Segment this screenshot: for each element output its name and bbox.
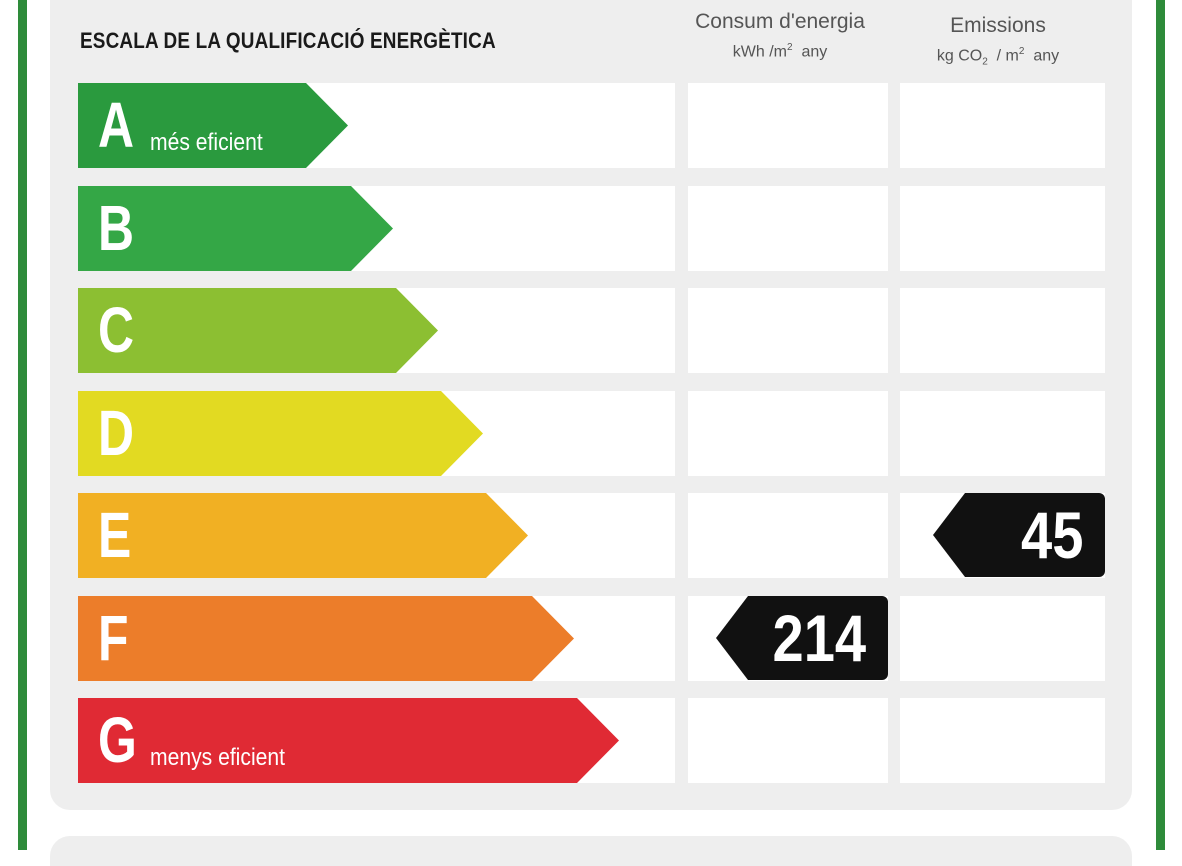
band-letter: D — [98, 397, 135, 469]
energy-column-title: Consum d'energia — [695, 10, 865, 33]
emissions-cell — [900, 698, 1105, 783]
emissions-column-title: Emissions — [950, 14, 1046, 37]
emissions-cell — [900, 186, 1105, 271]
emissions-rating-marker: 45 — [933, 493, 1105, 577]
band-letter: A — [98, 89, 135, 161]
band-c: C — [78, 288, 438, 373]
band-e: E — [78, 493, 528, 578]
band-letter: B — [98, 192, 135, 264]
emissions-cell — [900, 83, 1105, 168]
band-letter: F — [98, 602, 129, 674]
frame-left-border — [18, 0, 27, 850]
energy-cell — [688, 493, 888, 578]
emissions-cell — [900, 391, 1105, 476]
energy-rating-value: 214 — [772, 601, 866, 675]
emissions-rating-value: 45 — [1020, 498, 1083, 572]
energy-column-unit: kWh /m2 any — [732, 42, 828, 61]
band-label: més eficient — [150, 129, 263, 156]
frame-right-border — [1156, 0, 1165, 850]
energy-cell — [688, 186, 888, 271]
energy-rating-marker: 214 — [716, 596, 888, 680]
band-b: B — [78, 186, 393, 271]
energy-cell — [688, 83, 888, 168]
band-letter: G — [98, 704, 137, 776]
lower-panel — [50, 836, 1132, 866]
emissions-cell — [900, 288, 1105, 373]
emissions-column-unit: kg CO2 / m2 any — [936, 46, 1060, 68]
band-f: F — [78, 596, 574, 681]
band-d: D — [78, 391, 483, 476]
scale-title: ESCALA DE LA QUALIFICACIÓ ENERGÈTICA — [80, 28, 496, 53]
energy-column-header: Consum d'energia kWh /m2 any — [680, 10, 880, 61]
emissions-cell — [900, 596, 1105, 681]
band-letter: C — [98, 294, 135, 366]
emissions-column-header: Emissions kg CO2 / m2 any — [900, 14, 1096, 68]
energy-cell — [688, 391, 888, 476]
energy-cell — [688, 698, 888, 783]
energy-cell — [688, 288, 888, 373]
band-letter: E — [98, 499, 132, 571]
band-label: menys eficient — [150, 744, 285, 771]
